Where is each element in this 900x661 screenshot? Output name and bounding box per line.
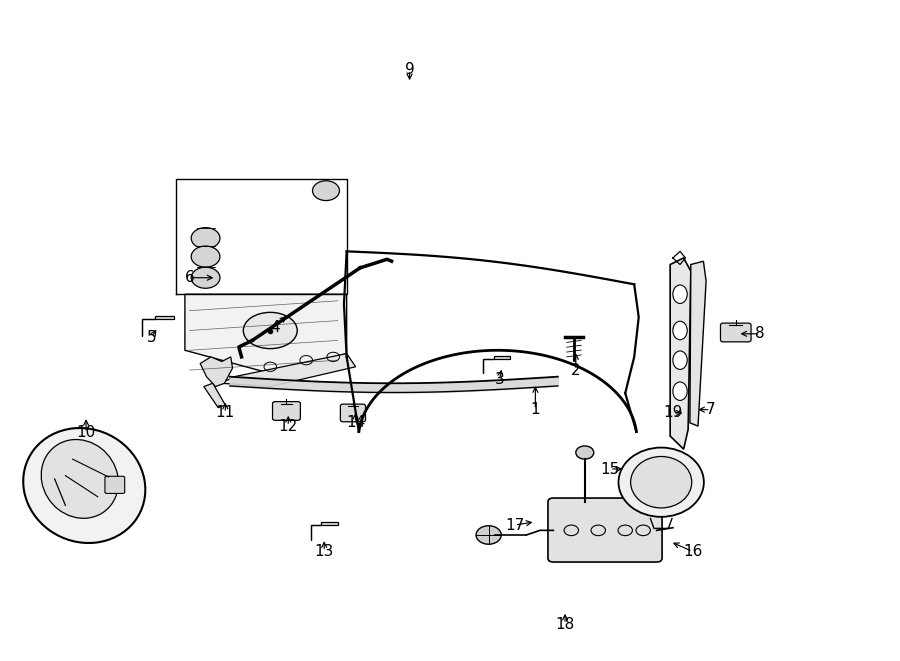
Polygon shape xyxy=(310,522,338,540)
Text: 19: 19 xyxy=(663,405,682,420)
FancyBboxPatch shape xyxy=(105,477,125,493)
Text: 8: 8 xyxy=(755,327,765,341)
Text: 12: 12 xyxy=(279,418,298,434)
Polygon shape xyxy=(670,258,691,449)
Text: 13: 13 xyxy=(314,544,334,559)
Polygon shape xyxy=(690,261,707,426)
FancyBboxPatch shape xyxy=(548,498,662,562)
Polygon shape xyxy=(142,316,174,336)
Ellipse shape xyxy=(631,457,692,508)
Polygon shape xyxy=(203,383,225,408)
Ellipse shape xyxy=(673,382,688,401)
Text: 7: 7 xyxy=(706,402,716,417)
Text: 11: 11 xyxy=(216,405,235,420)
Text: 3: 3 xyxy=(494,372,504,387)
Text: 10: 10 xyxy=(76,425,95,440)
Circle shape xyxy=(191,267,220,288)
Text: 4: 4 xyxy=(270,320,280,334)
Text: 5: 5 xyxy=(147,330,157,344)
Polygon shape xyxy=(200,357,232,387)
FancyBboxPatch shape xyxy=(340,404,365,422)
Circle shape xyxy=(576,446,594,459)
Polygon shape xyxy=(483,356,510,373)
Ellipse shape xyxy=(673,285,688,303)
Polygon shape xyxy=(184,294,346,373)
Ellipse shape xyxy=(673,321,688,340)
Ellipse shape xyxy=(618,447,704,517)
Polygon shape xyxy=(220,354,356,387)
Ellipse shape xyxy=(41,440,118,518)
Circle shape xyxy=(476,525,501,544)
Ellipse shape xyxy=(23,428,145,543)
Text: 9: 9 xyxy=(405,62,414,77)
Text: 1: 1 xyxy=(531,402,540,417)
Text: 18: 18 xyxy=(555,617,574,631)
Circle shape xyxy=(191,246,220,267)
Text: 17: 17 xyxy=(505,518,525,533)
Ellipse shape xyxy=(673,351,688,369)
Text: 14: 14 xyxy=(346,415,365,430)
Circle shape xyxy=(312,180,339,200)
Text: 15: 15 xyxy=(600,461,619,477)
Circle shape xyxy=(191,227,220,249)
Ellipse shape xyxy=(243,313,297,348)
Text: 6: 6 xyxy=(184,270,194,286)
Text: 16: 16 xyxy=(683,544,702,559)
Text: 2: 2 xyxy=(571,363,580,377)
FancyBboxPatch shape xyxy=(721,323,751,342)
FancyBboxPatch shape xyxy=(273,402,301,420)
